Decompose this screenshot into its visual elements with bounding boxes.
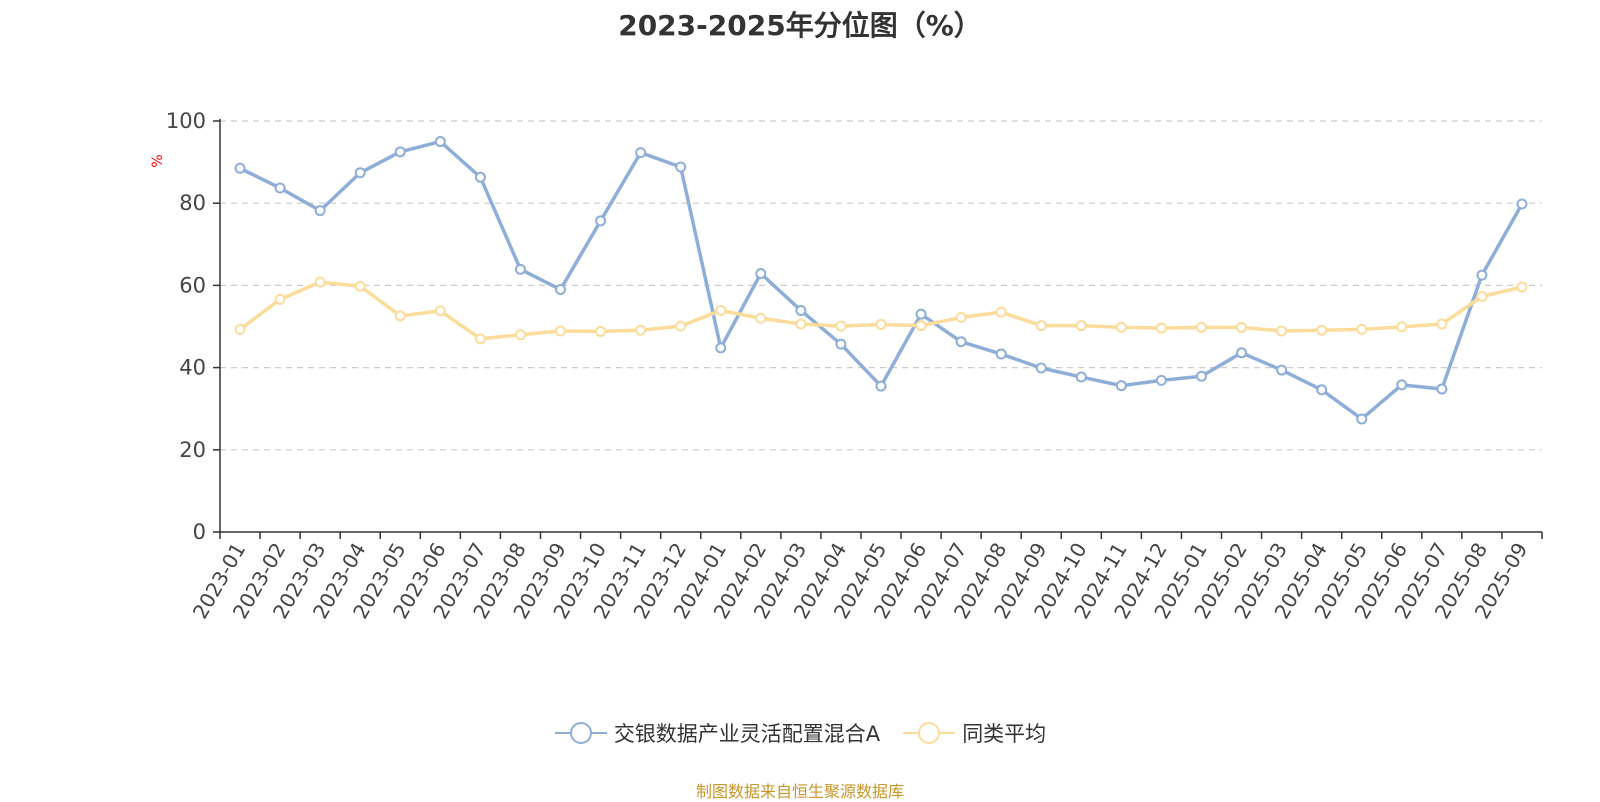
series-0-point[interactable] [715, 342, 727, 354]
series-1-point[interactable] [1356, 323, 1368, 335]
legend-item-fund[interactable]: 交银数据产业灵活配置混合A [554, 718, 880, 748]
series-1-point[interactable] [1075, 320, 1087, 332]
series-1-point[interactable] [595, 325, 607, 337]
series-1-point[interactable] [434, 305, 446, 317]
series-1-point[interactable] [835, 320, 847, 332]
series-1-point[interactable] [1476, 290, 1488, 302]
series-0-point[interactable] [1356, 413, 1368, 425]
series-0-point[interactable] [875, 380, 887, 392]
series-1-point[interactable] [1035, 320, 1047, 332]
series-1-point[interactable] [1115, 321, 1127, 333]
series-0-point[interactable] [1236, 347, 1248, 359]
series-1-point[interactable] [1276, 325, 1288, 337]
series-1-point[interactable] [1195, 321, 1207, 333]
series-0-point[interactable] [1396, 379, 1408, 391]
series-1-point[interactable] [795, 318, 807, 330]
series-0-point[interactable] [394, 146, 406, 158]
series-0-point[interactable] [1436, 383, 1448, 395]
series-1-point[interactable] [354, 280, 366, 292]
series-0-point[interactable] [955, 336, 967, 348]
legend-item-peer-average[interactable]: 同类平均 [902, 718, 1046, 748]
series-1-point[interactable] [1516, 281, 1528, 293]
y-tick-label: 0 [193, 520, 206, 544]
series-0-point[interactable] [1195, 370, 1207, 382]
series-0-point[interactable] [795, 304, 807, 316]
series-0-point[interactable] [1075, 371, 1087, 383]
series-1-point[interactable] [1236, 321, 1248, 333]
series-0-point[interactable] [1316, 384, 1328, 396]
legend-marker-fund-icon [554, 722, 607, 744]
series-0-point[interactable] [755, 267, 767, 279]
series-line-0 [238, 139, 1524, 421]
source-note: 制图数据来自恒生聚源数据库 [695, 782, 904, 801]
series-0-point[interactable] [274, 182, 286, 194]
chart-title: 2023-2025年分位图（%） [618, 9, 982, 42]
series-1-point[interactable] [394, 310, 406, 322]
y-tick-label: 80 [179, 191, 206, 215]
series-0-point[interactable] [1516, 198, 1528, 210]
series-0-point[interactable] [1035, 362, 1047, 374]
series-1-point[interactable] [915, 320, 927, 332]
series-1-point[interactable] [1396, 321, 1408, 333]
series-0-point[interactable] [675, 161, 687, 173]
series-0-point[interactable] [514, 263, 526, 275]
series-0-point[interactable] [995, 348, 1007, 360]
y-tick-label: 100 [166, 109, 206, 133]
series-0-point[interactable] [234, 162, 246, 174]
series-1-point[interactable] [955, 311, 967, 323]
series-1-point[interactable] [234, 323, 246, 335]
series-1-point[interactable] [1316, 324, 1328, 336]
y-tick-label: 60 [179, 273, 206, 297]
legend: 交银数据产业灵活配置混合A 同类平均 [0, 718, 1600, 748]
series-0-point[interactable] [1115, 380, 1127, 392]
legend-label-fund: 交银数据产业灵活配置混合A [613, 722, 881, 746]
series-0-point[interactable] [314, 205, 326, 217]
y-axis-title: % [150, 154, 166, 167]
series-0-point[interactable] [595, 215, 607, 227]
series-1-point[interactable] [514, 329, 526, 341]
y-tick-label: 20 [179, 438, 206, 462]
series-0-point[interactable] [354, 167, 366, 179]
series-1-point[interactable] [555, 325, 567, 337]
series-1-point[interactable] [314, 276, 326, 288]
series-0-point[interactable] [835, 338, 847, 350]
series-line-1 [238, 280, 1524, 341]
series-1-point[interactable] [995, 306, 1007, 318]
series-1-point[interactable] [1436, 318, 1448, 330]
series-0-point[interactable] [1155, 374, 1167, 386]
series-1-point[interactable] [1155, 322, 1167, 334]
series-1-point[interactable] [474, 333, 486, 345]
series-0-point[interactable] [1276, 364, 1288, 376]
series-1-point[interactable] [875, 318, 887, 330]
series-0-point[interactable] [635, 147, 647, 159]
y-tick-label: 40 [179, 356, 206, 380]
series-0-point[interactable] [474, 171, 486, 183]
series-0-point[interactable] [915, 308, 927, 320]
legend-label-peer-average: 同类平均 [962, 722, 1047, 746]
series-1-point[interactable] [274, 293, 286, 305]
series-0-point[interactable] [1476, 269, 1488, 281]
series-1-point[interactable] [755, 312, 767, 324]
series-0-point[interactable] [555, 284, 567, 296]
series-0-point[interactable] [434, 136, 446, 148]
legend-marker-peer-average-icon [903, 722, 956, 744]
series-1-point[interactable] [635, 324, 647, 336]
series-1-point[interactable] [715, 304, 727, 316]
series-1-point[interactable] [675, 320, 687, 332]
